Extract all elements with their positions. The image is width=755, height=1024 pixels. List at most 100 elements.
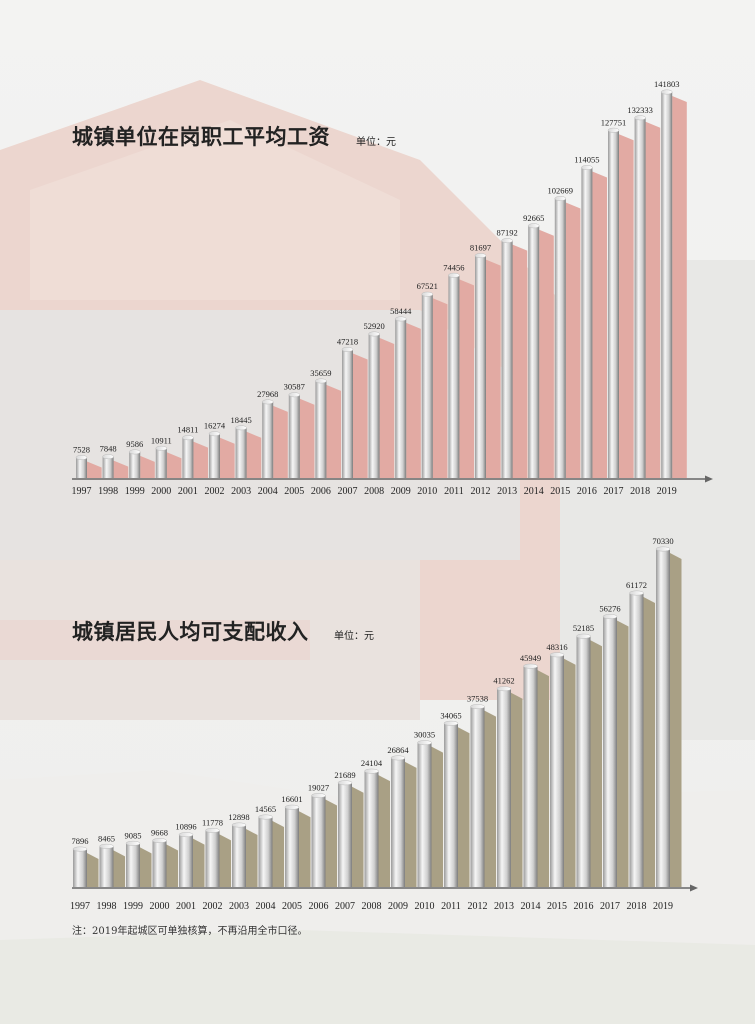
chart2-bar-cap-2010 <box>417 740 432 746</box>
chart2-bar-2008 <box>364 771 379 887</box>
chart2-title: 城镇居民人均可支配收入 <box>72 619 309 644</box>
chart1-axis-arrow <box>705 475 713 483</box>
chart1-tick-label-2007: 2007 <box>338 486 358 497</box>
chart1-bar-cap-2004 <box>261 399 274 405</box>
chart2-value-label-2003: 12898 <box>228 812 249 822</box>
chart1-bar-cap-2015 <box>554 196 567 201</box>
chart1-bar-cap-2011 <box>448 272 460 278</box>
chart1-tick-label-2003: 2003 <box>231 486 251 497</box>
chart2-bar-cap-2008 <box>364 768 379 774</box>
chart1-bar-shadow-2002 <box>220 437 235 478</box>
chart2-bar-shadow-2010 <box>431 746 443 887</box>
chart1-tick-label-2017: 2017 <box>604 486 624 497</box>
chart1-tick-label-2018: 2018 <box>630 486 650 497</box>
chart2-value-label-2008: 24104 <box>361 758 383 768</box>
chart2-bar-shadow-1999 <box>140 847 152 887</box>
chart1-tick-label-1998: 1998 <box>98 486 118 497</box>
chart1-bar-shadow-2004 <box>273 405 288 478</box>
chart1-bar-2004 <box>262 401 274 478</box>
chart1-bar-cap-2017 <box>607 127 620 133</box>
chart2-value-label-2000: 9668 <box>151 828 168 838</box>
chart2-tick-label-2004: 2004 <box>256 901 276 912</box>
chart2-bar-cap-2013 <box>496 686 512 692</box>
chart1-bar-2003 <box>235 427 247 478</box>
chart2-value-label-2019: 70330 <box>652 536 673 546</box>
chart2-bar-1998 <box>99 846 114 887</box>
chart2-unit: 单位：元 <box>334 631 374 642</box>
chart2-bar-shadow-1997 <box>87 853 99 887</box>
chart1-value-label-2013: 87192 <box>496 228 517 238</box>
chart1-bar-2005 <box>288 394 300 478</box>
chart1-bar-2010 <box>421 294 433 478</box>
chart1-bar-cap-2001 <box>182 435 194 441</box>
chart1-bar-shadow-2009 <box>406 322 421 478</box>
chart2-tick-label-2009: 2009 <box>388 901 408 912</box>
chart2-value-label-2007: 21689 <box>334 770 355 780</box>
chart1-bar-cap-2010 <box>421 291 434 297</box>
chart1-value-label-2006: 35659 <box>310 368 331 378</box>
footnote: 注：2019年起城区可单独核算，不再沿用全市口径。 <box>72 926 308 937</box>
chart2-bar-2002 <box>205 830 220 887</box>
chart2-bar-2012 <box>470 706 485 887</box>
chart2-bar-cap-2009 <box>390 755 406 761</box>
chart1-bar-2019 <box>661 92 673 478</box>
chart2-tick-label-2016: 2016 <box>574 901 594 912</box>
chart1-value-label-2009: 58444 <box>390 306 412 316</box>
chart2-bar-shadow-1998 <box>113 850 125 887</box>
chart1-bar-shadow-1997 <box>87 461 102 478</box>
chart2-bar-cap-2006 <box>311 793 326 799</box>
chart1-bar-shadow-2015 <box>565 202 581 478</box>
chart2-tick-label-2001: 2001 <box>176 901 196 912</box>
chart2-bar-2009 <box>391 757 405 887</box>
chart2-bar-cap-2004 <box>258 814 273 820</box>
chart2-bar-shadow-2002 <box>219 834 231 887</box>
chart2-value-label-2005: 16601 <box>281 794 302 804</box>
chart2-tick-label-2000: 2000 <box>150 901 170 912</box>
chart2-bar-shadow-2014 <box>537 670 549 887</box>
chart2-bar-cap-1997 <box>72 846 88 852</box>
chart2-value-label-2018: 61172 <box>626 580 647 590</box>
chart1-bar-shadow-2005 <box>299 398 315 478</box>
chart2-bar-cap-2012 <box>470 704 485 710</box>
chart2-bar-2003 <box>232 825 246 887</box>
chart2-bar-shadow-2001 <box>193 838 205 887</box>
chart2-bar-shadow-2012 <box>484 710 496 887</box>
chart1-bar-cap-2008 <box>368 331 380 337</box>
chart2-tick-label-2007: 2007 <box>335 901 355 912</box>
chart2-value-label-2012: 37538 <box>467 694 488 704</box>
chart2-tick-label-2017: 2017 <box>600 901 620 912</box>
chart1-bar-cap-2006 <box>315 378 327 384</box>
chart2-tick-label-2010: 2010 <box>415 901 435 912</box>
chart2-tick-label-1997: 1997 <box>70 901 90 912</box>
chart2-tick-label-2012: 2012 <box>468 901 488 912</box>
chart1-bar-shadow-2014 <box>539 229 554 478</box>
chart1-tick-label-2011: 2011 <box>444 486 464 497</box>
chart1-bar-2018 <box>634 117 646 478</box>
chart1-bar-cap-1999 <box>128 449 141 455</box>
chart1-bar-2012 <box>475 255 486 478</box>
chart1-tick-label-2019: 2019 <box>657 486 677 497</box>
chart1-bar-shadow-1999 <box>140 455 155 478</box>
chart2-bar-2005 <box>285 807 299 887</box>
chart1-value-label-2018: 132333 <box>627 105 653 115</box>
chart2-tick-label-2015: 2015 <box>547 901 567 912</box>
chart2-bar-shadow-2006 <box>325 799 337 887</box>
chart2-axis-arrow <box>690 884 698 892</box>
chart1-bar-2002 <box>209 433 220 478</box>
chart2-value-label-2001: 10896 <box>175 822 196 832</box>
chart1-value-label-2002: 16274 <box>204 421 226 431</box>
chart1-bar-shadow-2019 <box>672 96 687 478</box>
chart2-bar-cap-2015 <box>549 652 565 658</box>
chart2-bar-2000 <box>152 840 167 887</box>
chart1-tick-label-1997: 1997 <box>72 486 92 497</box>
chart2-value-label-1999: 9085 <box>125 830 142 840</box>
chart2-value-label-2009: 26864 <box>387 745 409 755</box>
chart1-tick-label-2001: 2001 <box>178 486 198 497</box>
chart1-bar-shadow-2003 <box>246 431 262 478</box>
chart2-bar-shadow-2019 <box>670 553 682 887</box>
chart2-bar-2010 <box>417 742 432 887</box>
chart1-bar-cap-2007 <box>341 347 354 352</box>
chart1-tick-label-2015: 2015 <box>550 486 570 497</box>
chart2-bar-2019 <box>656 549 670 887</box>
chart2-bar-shadow-2005 <box>299 811 311 887</box>
